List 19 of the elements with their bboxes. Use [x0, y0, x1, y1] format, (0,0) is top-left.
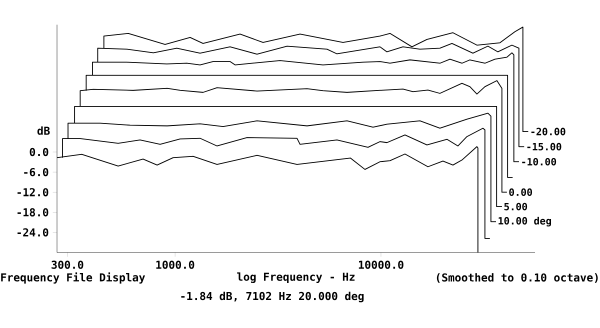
y-tick-label: 0.0	[30, 148, 48, 156]
x-tick-label: 1000.0	[156, 260, 194, 269]
series-label: -10.00	[522, 158, 556, 166]
x-tick-label: 10000.0	[358, 260, 404, 269]
text: Frequency File Display	[1, 272, 146, 284]
x-axis-title: log Frequency - Hz	[237, 272, 355, 284]
series-label: -15.00	[527, 142, 562, 150]
text: -1.84 dB, 7102 Hz 20.000 deg	[181, 292, 364, 302]
series-label: 0.00	[509, 188, 532, 196]
y-tick-label: -18.0	[18, 208, 48, 216]
y-tick-label: -12.0	[18, 188, 48, 196]
y-tick-label: -6.0	[24, 168, 48, 176]
series-label: 5.00	[504, 202, 528, 210]
text: (Smoothed to 0.10 octave)	[436, 273, 598, 283]
y-tick-label: -24.0	[18, 228, 48, 237]
x-tick-label: 300.0	[52, 260, 84, 269]
series-label: 10.00 deg	[498, 216, 552, 226]
y-axis-title: dB	[37, 126, 50, 135]
series-label: -20.00	[531, 128, 566, 136]
